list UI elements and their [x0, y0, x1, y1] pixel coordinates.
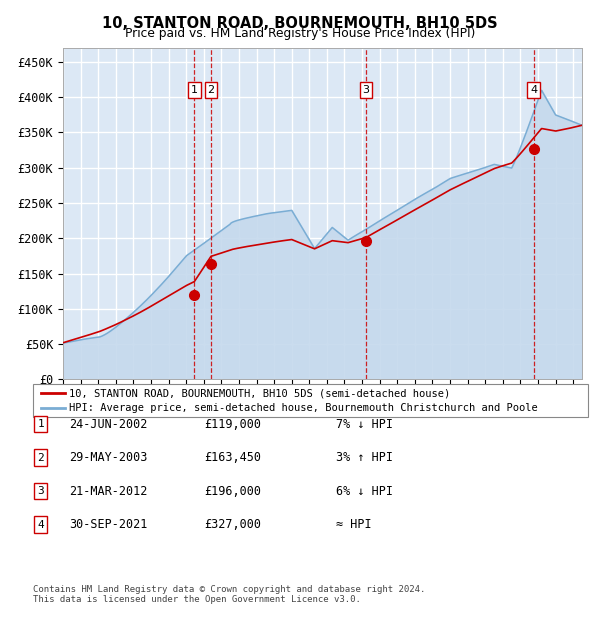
Text: 2: 2: [37, 453, 44, 463]
Text: 10, STANTON ROAD, BOURNEMOUTH, BH10 5DS: 10, STANTON ROAD, BOURNEMOUTH, BH10 5DS: [102, 16, 498, 30]
Text: 3: 3: [37, 486, 44, 496]
Text: HPI: Average price, semi-detached house, Bournemouth Christchurch and Poole: HPI: Average price, semi-detached house,…: [69, 402, 538, 413]
Text: £196,000: £196,000: [204, 485, 261, 497]
Text: 1: 1: [37, 419, 44, 429]
Text: 1: 1: [191, 85, 198, 95]
Text: ≈ HPI: ≈ HPI: [336, 518, 371, 531]
Text: £163,450: £163,450: [204, 451, 261, 464]
Text: 6% ↓ HPI: 6% ↓ HPI: [336, 485, 393, 497]
Text: 7% ↓ HPI: 7% ↓ HPI: [336, 418, 393, 430]
Text: 4: 4: [37, 520, 44, 529]
Text: £119,000: £119,000: [204, 418, 261, 430]
Text: 3% ↑ HPI: 3% ↑ HPI: [336, 451, 393, 464]
Text: 3: 3: [362, 85, 370, 95]
Text: 10, STANTON ROAD, BOURNEMOUTH, BH10 5DS (semi-detached house): 10, STANTON ROAD, BOURNEMOUTH, BH10 5DS …: [69, 388, 450, 399]
Text: 4: 4: [530, 85, 537, 95]
Text: Contains HM Land Registry data © Crown copyright and database right 2024.
This d: Contains HM Land Registry data © Crown c…: [33, 585, 425, 604]
Text: 30-SEP-2021: 30-SEP-2021: [69, 518, 148, 531]
Text: 24-JUN-2002: 24-JUN-2002: [69, 418, 148, 430]
Text: £327,000: £327,000: [204, 518, 261, 531]
Text: 2: 2: [208, 85, 215, 95]
Text: 29-MAY-2003: 29-MAY-2003: [69, 451, 148, 464]
Text: 21-MAR-2012: 21-MAR-2012: [69, 485, 148, 497]
Text: Price paid vs. HM Land Registry's House Price Index (HPI): Price paid vs. HM Land Registry's House …: [125, 27, 475, 40]
